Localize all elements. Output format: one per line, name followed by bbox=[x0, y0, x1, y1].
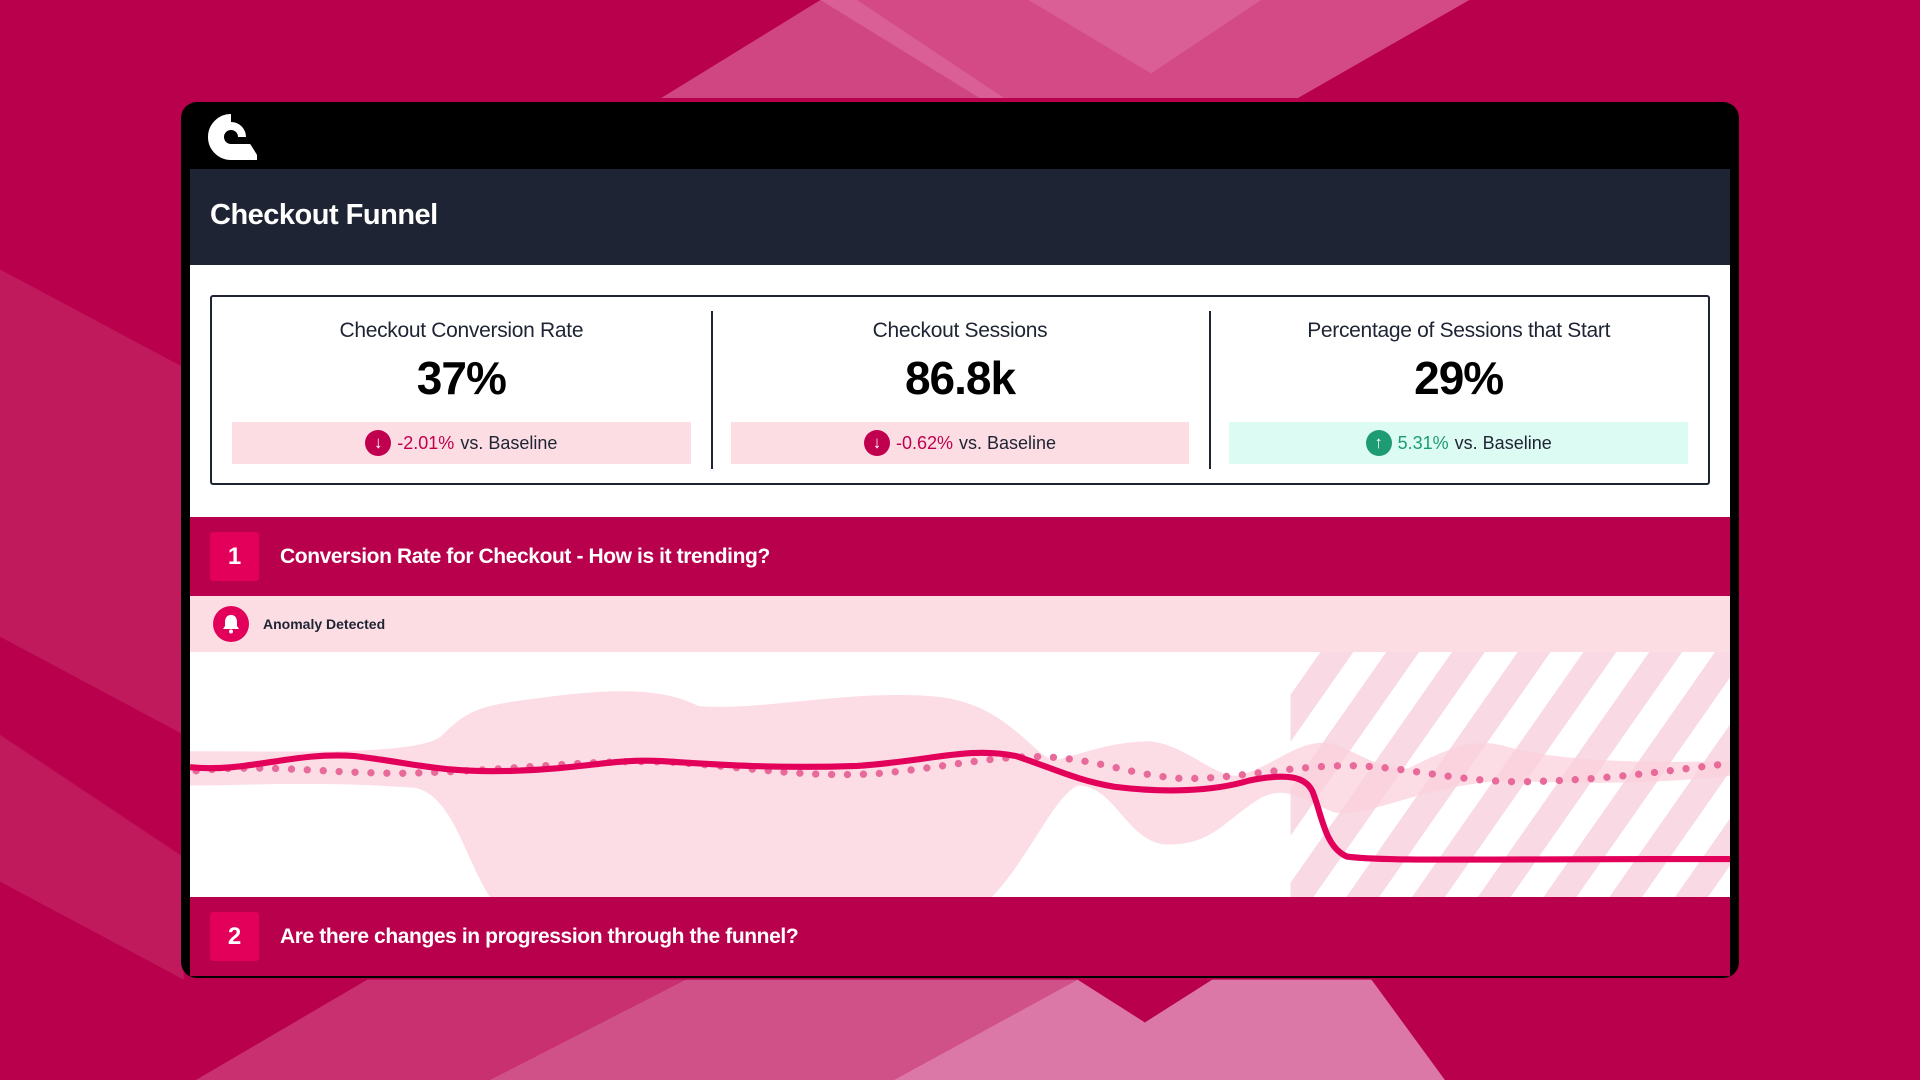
kpi-delta-badge: ↑ 5.31% vs. Baseline bbox=[1229, 422, 1689, 464]
kpi-panel: Checkout Conversion Rate 37% ↓ -2.01% vs… bbox=[210, 295, 1710, 485]
page-title: Checkout Funnel bbox=[190, 169, 1730, 265]
section-1-header[interactable]: 1 Conversion Rate for Checkout - How is … bbox=[190, 517, 1730, 596]
kpi-value: 29% bbox=[1414, 352, 1504, 404]
kpi-card-sessions-start: Percentage of Sessions that Start 29% ↑ … bbox=[1209, 297, 1708, 483]
section-title: Conversion Rate for Checkout - How is it… bbox=[280, 544, 770, 568]
anomaly-banner: Anomaly Detected bbox=[190, 596, 1730, 652]
trend-chart bbox=[190, 652, 1730, 897]
kpi-value: 37% bbox=[416, 352, 507, 404]
anomaly-label: Anomaly Detected bbox=[263, 616, 386, 632]
kpi-delta-badge: ↓ -2.01% vs. Baseline bbox=[232, 422, 691, 464]
kpi-title: Checkout Conversion Rate bbox=[339, 319, 584, 342]
kpi-delta-suffix: vs. Baseline bbox=[959, 432, 1057, 453]
q-logo-icon bbox=[208, 114, 257, 160]
kpi-value: 86.8k bbox=[904, 352, 1016, 404]
kpi-title: Percentage of Sessions that Start bbox=[1307, 319, 1611, 342]
section-title: Are there changes in progression through… bbox=[280, 924, 799, 948]
actual-line bbox=[190, 749, 1730, 863]
arrow-down-circle-icon: ↓ bbox=[863, 430, 890, 456]
section-number: 2 bbox=[210, 912, 259, 961]
confidence-band bbox=[190, 691, 1730, 897]
kpi-delta: 5.31% bbox=[1397, 432, 1449, 453]
kpi-delta: -2.01% bbox=[397, 432, 455, 453]
bell-icon bbox=[213, 606, 249, 642]
section-2-header[interactable]: 2 Are there changes in progression throu… bbox=[190, 897, 1730, 976]
arrow-down-circle-icon: ↓ bbox=[365, 430, 392, 456]
baseline-dotted-line bbox=[192, 753, 1730, 786]
kpi-title: Checkout Sessions bbox=[872, 319, 1048, 342]
dashboard: Checkout Funnel Checkout Conversion Rate… bbox=[190, 169, 1730, 976]
kpi-delta: -0.62% bbox=[895, 432, 953, 453]
kpi-delta-badge: ↓ -0.62% vs. Baseline bbox=[730, 422, 1190, 464]
kpi-delta-suffix: vs. Baseline bbox=[1454, 432, 1552, 453]
app-window: Checkout Funnel Checkout Conversion Rate… bbox=[181, 102, 1739, 978]
arrow-up-circle-icon: ↑ bbox=[1365, 430, 1392, 456]
kpi-card-conversion-rate: Checkout Conversion Rate 37% ↓ -2.01% vs… bbox=[212, 297, 711, 483]
kpi-delta-suffix: vs. Baseline bbox=[460, 432, 558, 453]
section-number: 1 bbox=[210, 532, 259, 581]
kpi-card-checkout-sessions: Checkout Sessions 86.8k ↓ -0.62% vs. Bas… bbox=[710, 297, 1210, 483]
